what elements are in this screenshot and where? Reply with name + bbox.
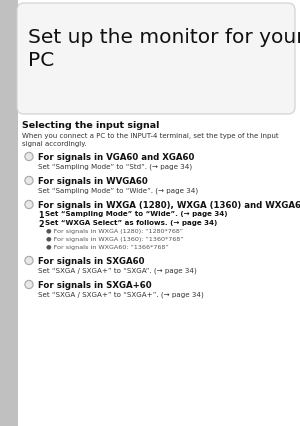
Circle shape [26,178,32,183]
Text: For signals in WXGA (1280), WXGA (1360) and WXGA60: For signals in WXGA (1280), WXGA (1360) … [38,201,300,210]
Circle shape [25,153,33,161]
FancyBboxPatch shape [0,0,18,426]
Circle shape [25,280,33,288]
Text: For signals in SXGA+60: For signals in SXGA+60 [38,281,152,290]
Circle shape [26,154,32,159]
Text: Set “SXGA / SXGA+” to “SXGA+”. (→ page 34): Set “SXGA / SXGA+” to “SXGA+”. (→ page 3… [38,291,204,297]
Text: Selecting the input signal: Selecting the input signal [22,121,159,130]
Text: 2: 2 [38,220,44,229]
Circle shape [25,176,33,184]
Text: Set up the monitor for your
PC: Set up the monitor for your PC [28,28,300,70]
Text: Set “SXGA / SXGA+” to “SXGA”. (→ page 34): Set “SXGA / SXGA+” to “SXGA”. (→ page 34… [38,267,197,273]
Text: For signals in VGA60 and XGA60: For signals in VGA60 and XGA60 [38,153,194,162]
Text: Set “Sampling Mode” to “Wide”. (→ page 34): Set “Sampling Mode” to “Wide”. (→ page 3… [38,187,198,193]
Circle shape [26,201,32,207]
Circle shape [25,201,33,208]
FancyBboxPatch shape [17,3,295,114]
Circle shape [26,258,32,263]
Text: Set “WXGA Select” as follows. (→ page 34): Set “WXGA Select” as follows. (→ page 34… [45,220,217,226]
Text: ● For signals in WXGA60: “1366*768”: ● For signals in WXGA60: “1366*768” [46,245,169,250]
Text: Set “Sampling Mode” to “Std”. (→ page 34): Set “Sampling Mode” to “Std”. (→ page 34… [38,163,192,170]
Text: Set “Sampling Mode” to “Wide”. (→ page 34): Set “Sampling Mode” to “Wide”. (→ page 3… [45,211,227,217]
Text: 1: 1 [38,211,44,220]
Circle shape [25,256,33,265]
Text: ● For signals in WXGA (1280): “1280*768”: ● For signals in WXGA (1280): “1280*768” [46,229,183,234]
Text: For signals in WVGA60: For signals in WVGA60 [38,177,148,186]
Text: When you connect a PC to the INPUT-4 terminal, set the type of the input
signal : When you connect a PC to the INPUT-4 ter… [22,133,279,147]
Text: ● For signals in WXGA (1360): “1360*768”: ● For signals in WXGA (1360): “1360*768” [46,237,184,242]
Text: For signals in SXGA60: For signals in SXGA60 [38,257,145,266]
Circle shape [26,282,32,287]
